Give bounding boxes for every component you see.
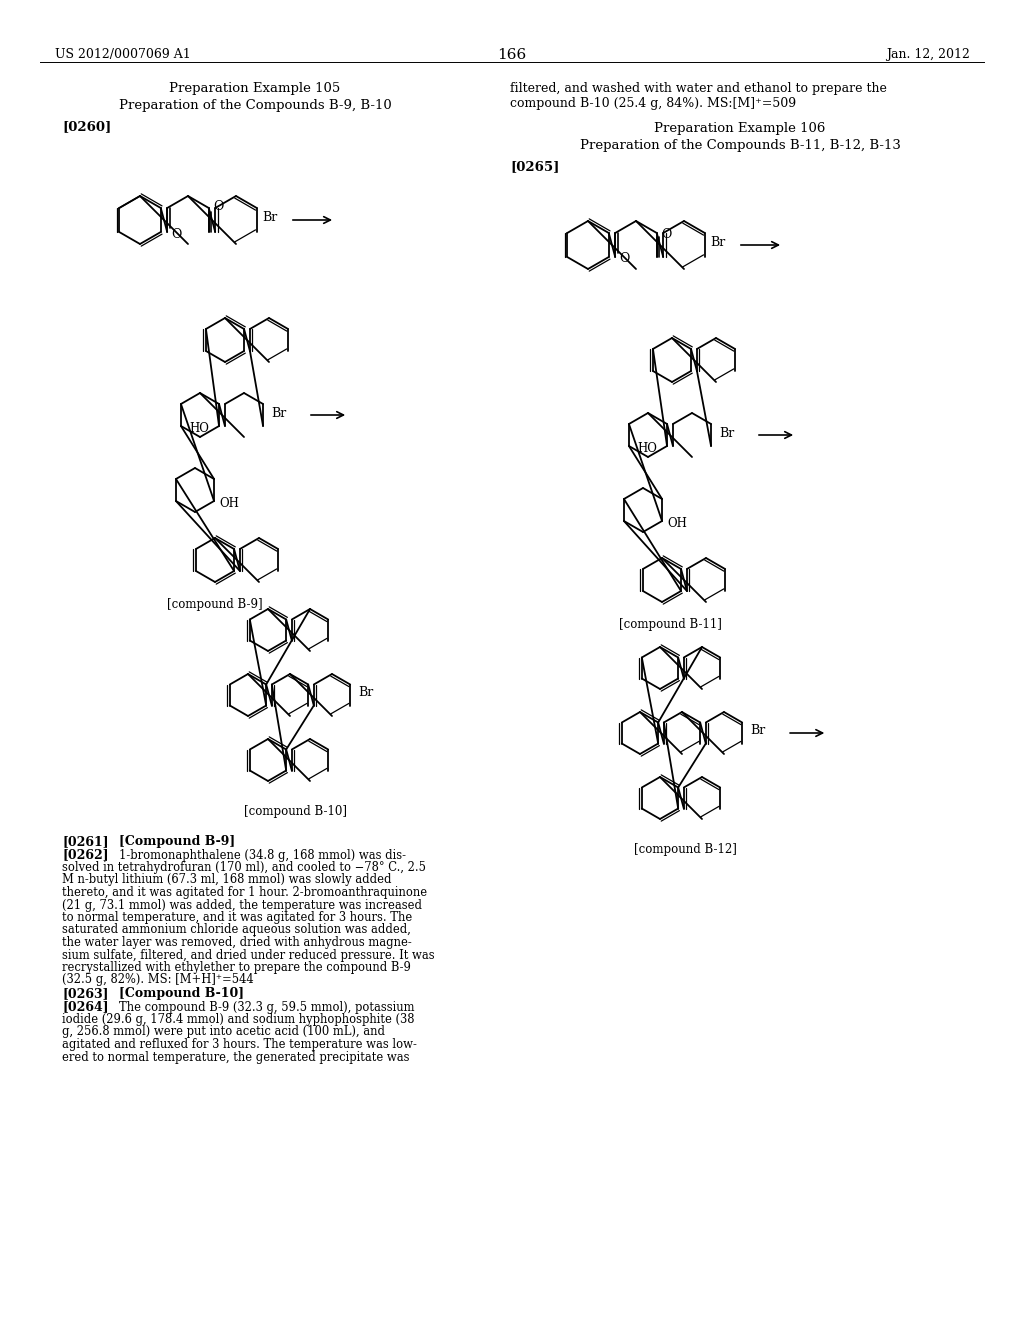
Text: [Compound B-10]: [Compound B-10] bbox=[119, 987, 244, 1001]
Text: [compound B-11]: [compound B-11] bbox=[618, 618, 722, 631]
Text: g, 256.8 mmol) were put into acetic acid (100 mL), and: g, 256.8 mmol) were put into acetic acid… bbox=[62, 1026, 385, 1039]
Text: saturated ammonium chloride aqueous solution was added,: saturated ammonium chloride aqueous solu… bbox=[62, 924, 411, 936]
Text: The compound B-9 (32.3 g, 59.5 mmol), potassium: The compound B-9 (32.3 g, 59.5 mmol), po… bbox=[119, 1001, 415, 1014]
Text: HO: HO bbox=[637, 442, 657, 455]
Text: M n-butyl lithium (67.3 ml, 168 mmol) was slowly added: M n-butyl lithium (67.3 ml, 168 mmol) wa… bbox=[62, 874, 391, 887]
Text: [compound B-10]: [compound B-10] bbox=[244, 805, 346, 818]
Text: [0262]: [0262] bbox=[62, 849, 109, 862]
Text: (21 g, 73.1 mmol) was added, the temperature was increased: (21 g, 73.1 mmol) was added, the tempera… bbox=[62, 899, 422, 912]
Text: sium sulfate, filtered, and dried under reduced pressure. It was: sium sulfate, filtered, and dried under … bbox=[62, 949, 434, 961]
Text: iodide (29.6 g, 178.4 mmol) and sodium hyphophosphite (38: iodide (29.6 g, 178.4 mmol) and sodium h… bbox=[62, 1012, 415, 1026]
Text: [0263]: [0263] bbox=[62, 987, 109, 1001]
Text: Jan. 12, 2012: Jan. 12, 2012 bbox=[886, 48, 970, 61]
Text: Preparation of the Compounds B-9, B-10: Preparation of the Compounds B-9, B-10 bbox=[119, 99, 391, 112]
Text: Br: Br bbox=[358, 686, 374, 700]
Text: 166: 166 bbox=[498, 48, 526, 62]
Text: filtered, and washed with water and ethanol to prepare the: filtered, and washed with water and etha… bbox=[510, 82, 887, 95]
Text: Preparation Example 105: Preparation Example 105 bbox=[169, 82, 341, 95]
Text: Br: Br bbox=[271, 407, 287, 420]
Text: [compound B-12]: [compound B-12] bbox=[634, 843, 736, 855]
Text: thereto, and it was agitated for 1 hour. 2-bromoanthraquinone: thereto, and it was agitated for 1 hour.… bbox=[62, 886, 427, 899]
Text: agitated and refluxed for 3 hours. The temperature was low-: agitated and refluxed for 3 hours. The t… bbox=[62, 1038, 417, 1051]
Text: O: O bbox=[171, 227, 181, 240]
Text: Preparation of the Compounds B-11, B-12, B-13: Preparation of the Compounds B-11, B-12,… bbox=[580, 139, 900, 152]
Text: [0264]: [0264] bbox=[62, 1001, 109, 1014]
Text: Br: Br bbox=[262, 211, 278, 224]
Text: HO: HO bbox=[189, 422, 209, 436]
Text: compound B-10 (25.4 g, 84%). MS:[M]⁺=509: compound B-10 (25.4 g, 84%). MS:[M]⁺=509 bbox=[510, 96, 796, 110]
Text: O: O bbox=[620, 252, 630, 265]
Text: O: O bbox=[213, 199, 223, 213]
Text: recrystallized with ethylether to prepare the compound B-9: recrystallized with ethylether to prepar… bbox=[62, 961, 411, 974]
Text: [0261]: [0261] bbox=[62, 836, 109, 847]
Text: [0265]: [0265] bbox=[510, 160, 559, 173]
Text: OH: OH bbox=[667, 517, 687, 531]
Text: to normal temperature, and it was agitated for 3 hours. The: to normal temperature, and it was agitat… bbox=[62, 911, 413, 924]
Text: (32.5 g, 82%). MS: [M+H]⁺=544: (32.5 g, 82%). MS: [M+H]⁺=544 bbox=[62, 974, 254, 986]
Text: Br: Br bbox=[719, 426, 734, 440]
Text: ered to normal temperature, the generated precipitate was: ered to normal temperature, the generate… bbox=[62, 1051, 410, 1064]
Text: [compound B-9]: [compound B-9] bbox=[167, 598, 263, 611]
Text: OH: OH bbox=[219, 498, 239, 510]
Text: the water layer was removed, dried with anhydrous magne-: the water layer was removed, dried with … bbox=[62, 936, 412, 949]
Text: Br: Br bbox=[710, 236, 725, 249]
Text: O: O bbox=[660, 228, 671, 242]
Text: Br: Br bbox=[751, 725, 765, 738]
Text: solved in tetrahydrofuran (170 ml), and cooled to −78° C., 2.5: solved in tetrahydrofuran (170 ml), and … bbox=[62, 861, 426, 874]
Text: Preparation Example 106: Preparation Example 106 bbox=[654, 121, 825, 135]
Text: [Compound B-9]: [Compound B-9] bbox=[119, 836, 236, 847]
Text: US 2012/0007069 A1: US 2012/0007069 A1 bbox=[55, 48, 190, 61]
Text: [0260]: [0260] bbox=[62, 120, 112, 133]
Text: 1-bromonaphthalene (34.8 g, 168 mmol) was dis-: 1-bromonaphthalene (34.8 g, 168 mmol) wa… bbox=[119, 849, 406, 862]
